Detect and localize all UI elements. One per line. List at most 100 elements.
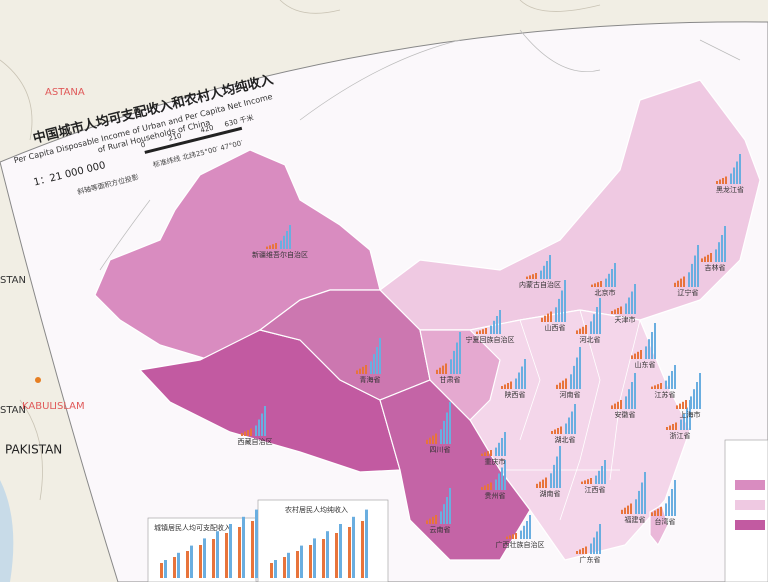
region-label: 甘肃省 (440, 375, 461, 384)
glyph-bar (449, 402, 451, 444)
glyph-bar (733, 167, 735, 184)
glyph-bar (509, 535, 511, 539)
glyph-bar (665, 503, 667, 516)
glyph-bar (579, 347, 581, 389)
glyph-bar (689, 400, 691, 430)
glyph-bar (581, 481, 583, 484)
glyph-bar (570, 374, 572, 389)
region-label: 内蒙古自治区 (519, 280, 561, 289)
capital-dot (35, 377, 41, 383)
glyph-bar (608, 273, 610, 287)
glyph-bar (614, 309, 616, 314)
glyph-bar (637, 351, 639, 359)
glyph-bar (736, 161, 738, 184)
glyph-bar (596, 307, 598, 334)
glyph-bar (362, 366, 364, 374)
glyph-bar (671, 489, 673, 516)
legend-bar (212, 539, 215, 578)
glyph-bar (573, 365, 575, 389)
glyph-bar (590, 478, 592, 484)
country-label: STAN (0, 405, 26, 416)
glyph-bar (697, 245, 699, 287)
glyph-bar (559, 382, 561, 389)
glyph-bar (544, 315, 546, 322)
glyph-bar (510, 381, 512, 389)
region-label: 陕西省 (505, 390, 526, 399)
glyph-bar (582, 548, 584, 554)
glyph-bar (547, 313, 549, 322)
provinces (94, 79, 761, 561)
glyph-bar (604, 460, 606, 484)
province-borders (500, 309, 641, 521)
glyph-bar (585, 325, 587, 334)
legend-bar (177, 552, 180, 578)
legend-bar (335, 533, 338, 578)
glyph-bar (561, 290, 563, 322)
glyph-bar (484, 485, 486, 490)
glyph-bar (283, 235, 285, 249)
glyph-bar (701, 258, 703, 262)
glyph-bar (264, 406, 266, 436)
glyph-bar (651, 512, 653, 516)
legend-bar (352, 516, 355, 578)
glyph-bar (719, 179, 721, 184)
glyph-bar (651, 332, 653, 359)
glyph-bar (532, 274, 534, 279)
side-legend (724, 439, 768, 582)
region-label: 台湾省 (655, 517, 676, 526)
glyph-bar (654, 385, 656, 389)
glyph-bar (600, 281, 602, 287)
region-label: 四川省 (430, 445, 451, 454)
region-label: 黑龙江省 (716, 185, 744, 194)
glyph-bar (429, 518, 431, 524)
region-label: 青海省 (360, 375, 381, 384)
glyph-bar (250, 428, 252, 436)
region-label: 河南省 (560, 390, 581, 399)
glyph-bar (599, 524, 601, 554)
glyph-bar (289, 225, 291, 249)
legend-bar (251, 521, 254, 578)
glyph-bar (426, 439, 428, 444)
legend-bar (203, 538, 206, 578)
glyph-bar (707, 254, 709, 262)
glyph-bar (554, 429, 556, 434)
region-label: 广西壮族自治区 (496, 540, 545, 549)
glyph-bar (446, 412, 448, 444)
glyph-bar (498, 442, 500, 456)
glyph-bar (628, 389, 630, 409)
glyph-bar (490, 325, 492, 334)
glyph-bar (666, 427, 668, 430)
glyph-bar (598, 470, 600, 484)
glyph-bar (555, 307, 557, 322)
glyph-bar (501, 438, 503, 456)
glyph-bar (542, 479, 544, 488)
glyph-bar (660, 507, 662, 516)
glyph-bar (435, 433, 437, 444)
glyph-bar (373, 354, 375, 374)
glyph-bar (718, 242, 720, 262)
glyph-bar (286, 231, 288, 249)
glyph-bar (657, 508, 659, 516)
legend-bar (199, 545, 202, 578)
glyph-bar (559, 446, 561, 488)
country-label: PAKISTAN (5, 443, 62, 457)
legend-bar (186, 551, 189, 578)
glyph-bar (493, 320, 495, 334)
glyph-bar (258, 419, 260, 436)
glyph-bar (669, 425, 671, 430)
glyph-bar (634, 353, 636, 359)
glyph-bar (590, 321, 592, 334)
glyph-bar (487, 484, 489, 490)
glyph-bar (241, 433, 243, 436)
glyph-bar (432, 516, 434, 524)
glyph-bar (605, 278, 607, 287)
glyph-bar (485, 328, 487, 334)
glyph-bar (676, 405, 678, 409)
glyph-bar (484, 452, 486, 456)
glyph-bar (272, 244, 274, 249)
glyph-bar (261, 413, 263, 436)
glyph-bar (556, 384, 558, 389)
glyph-bar (365, 365, 367, 374)
glyph-bar (620, 400, 622, 409)
